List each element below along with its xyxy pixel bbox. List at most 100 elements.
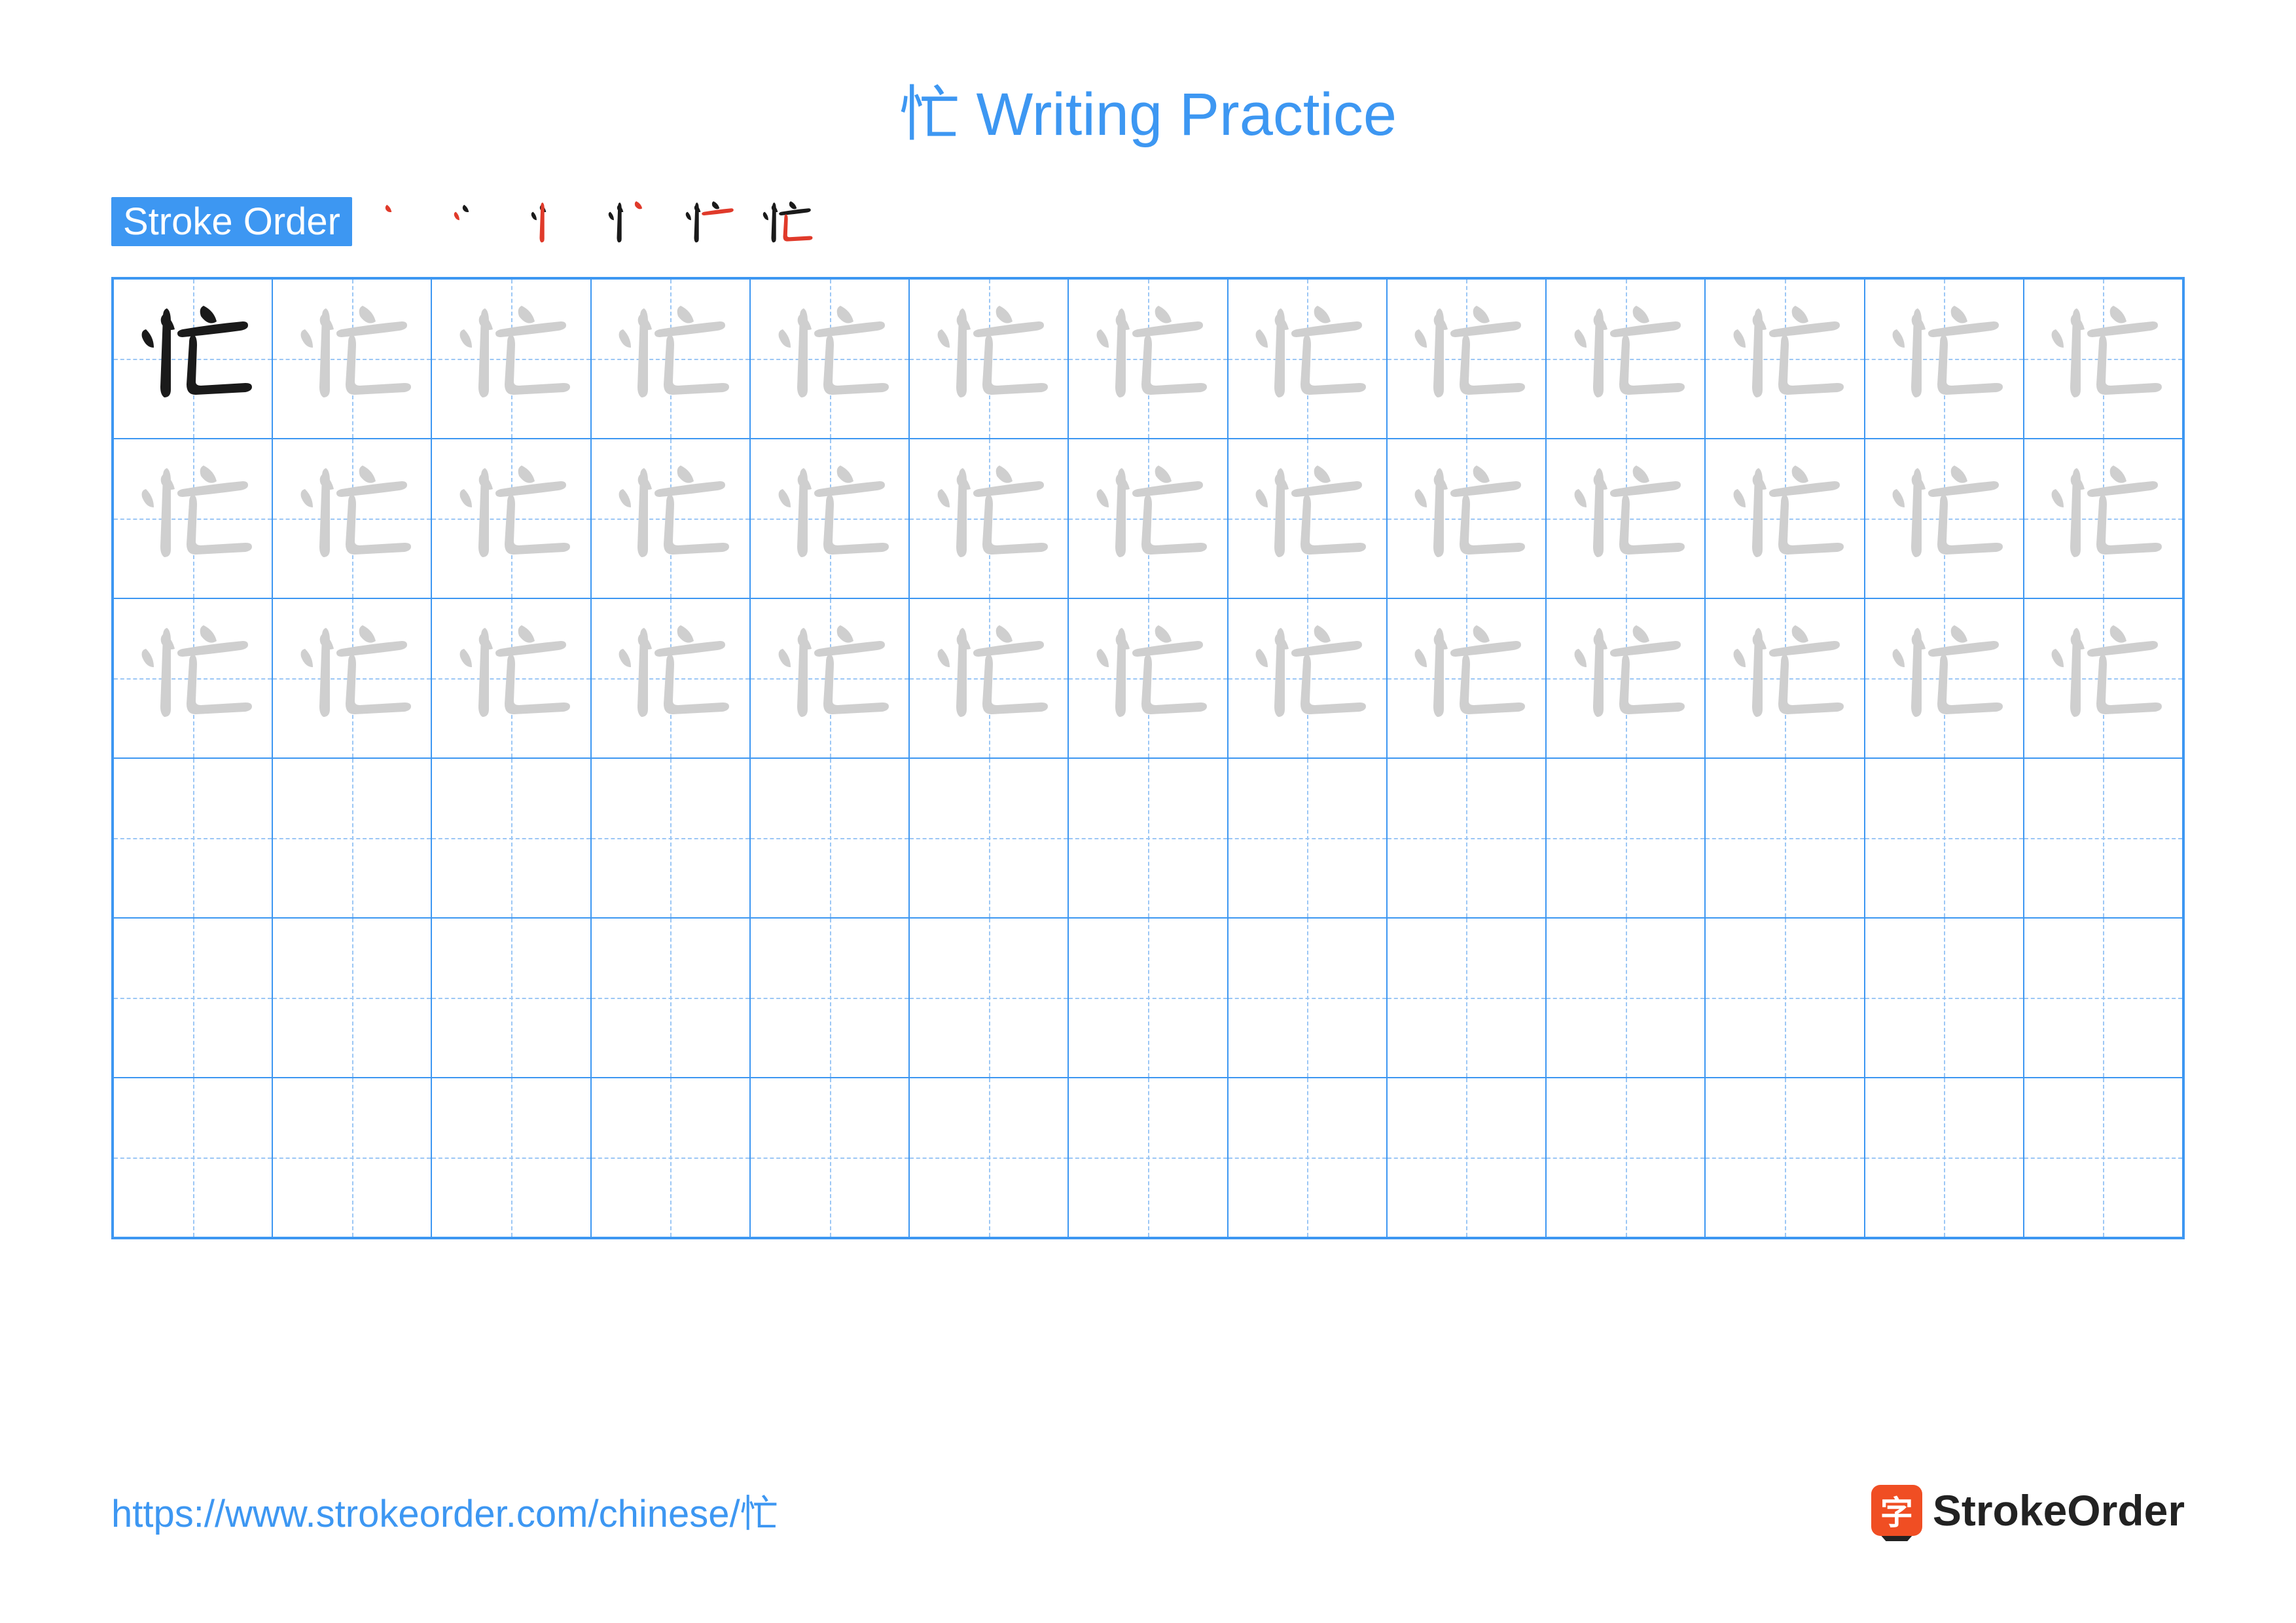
grid-cell <box>591 1078 750 1237</box>
char-ghost <box>2037 604 2168 753</box>
char-ghost <box>128 604 259 753</box>
grid-cell <box>750 598 909 758</box>
grid-cell <box>1865 918 2024 1078</box>
grid-cell <box>909 439 1068 598</box>
grid-cell <box>272 439 431 598</box>
char-ghost <box>446 285 577 433</box>
char-ghost <box>1083 604 1213 753</box>
grid-cell <box>1546 439 1705 598</box>
grid-cell <box>909 598 1068 758</box>
grid-cell <box>113 279 272 439</box>
char-ghost <box>605 445 736 593</box>
grid-cell <box>2024 598 2183 758</box>
grid-cell <box>1705 918 1864 1078</box>
grid-cell <box>272 758 431 918</box>
grid-cell <box>1228 918 1387 1078</box>
char-ghost <box>1083 445 1213 593</box>
footer: https://www.strokeorder.com/chinese/忙 字 … <box>111 1483 2185 1538</box>
grid-cell <box>1705 279 1864 439</box>
stroke-step <box>757 192 816 251</box>
grid-cell <box>431 918 590 1078</box>
grid-cell <box>750 918 909 1078</box>
char-ghost <box>1878 604 2009 753</box>
char-ghost <box>1560 285 1691 433</box>
grid-cell <box>2024 279 2183 439</box>
char-ghost <box>605 285 736 433</box>
grid-cell <box>1865 598 2024 758</box>
grid-cell <box>909 758 1068 918</box>
logo: 字 StrokeOrder <box>1871 1485 2185 1536</box>
grid-cell <box>1228 598 1387 758</box>
char-ghost <box>1401 285 1532 433</box>
grid-cell <box>2024 758 2183 918</box>
char-ghost <box>1083 285 1213 433</box>
grid-cell <box>1865 279 2024 439</box>
char-ghost <box>1719 285 1850 433</box>
char-ghost <box>1719 445 1850 593</box>
grid-cell <box>1865 439 2024 598</box>
char-ghost <box>287 604 418 753</box>
grid-cell <box>1068 598 1227 758</box>
grid-cell <box>909 279 1068 439</box>
grid-cell <box>1228 1078 1387 1237</box>
grid-cell <box>1705 598 1864 758</box>
grid-cell <box>113 758 272 918</box>
grid-cell <box>750 279 909 439</box>
grid-cell <box>1546 758 1705 918</box>
grid-cell <box>1705 1078 1864 1237</box>
stroke-step <box>370 192 429 251</box>
grid-cell <box>1387 439 1546 598</box>
char-ghost <box>764 604 895 753</box>
grid-cell <box>1705 439 1864 598</box>
grid-cell <box>1387 279 1546 439</box>
char-ghost <box>128 445 259 593</box>
grid-cell <box>750 439 909 598</box>
title-text: Writing Practice <box>977 81 1397 148</box>
grid-cell <box>1865 758 2024 918</box>
grid-cell <box>1705 758 1864 918</box>
char-ghost <box>605 604 736 753</box>
char-ghost <box>1242 285 1372 433</box>
char-ghost <box>287 285 418 433</box>
char-ghost <box>764 285 895 433</box>
grid-cell <box>591 439 750 598</box>
char-ghost <box>924 604 1054 753</box>
grid-cell <box>1387 1078 1546 1237</box>
title-char: 忙 <box>899 81 960 148</box>
grid-cell <box>591 918 750 1078</box>
grid-cell <box>431 279 590 439</box>
grid-cell <box>272 1078 431 1237</box>
stroke-steps-container <box>370 192 816 251</box>
grid-cell <box>2024 439 2183 598</box>
footer-url: https://www.strokeorder.com/chinese/忙 <box>111 1483 778 1538</box>
grid-cell <box>750 758 909 918</box>
logo-text: StrokeOrder <box>1933 1486 2185 1535</box>
char-ghost <box>446 604 577 753</box>
grid-cell <box>1546 279 1705 439</box>
stroke-step <box>679 192 738 251</box>
char-ghost <box>1401 604 1532 753</box>
char-ghost <box>1560 445 1691 593</box>
char-ghost <box>924 285 1054 433</box>
grid-cell <box>1228 758 1387 918</box>
grid-cell <box>272 918 431 1078</box>
grid-cell <box>1546 918 1705 1078</box>
grid-cell <box>272 598 431 758</box>
grid-cell <box>1068 1078 1227 1237</box>
grid-cell <box>272 279 431 439</box>
char-ghost <box>1401 445 1532 593</box>
grid-cell <box>431 758 590 918</box>
grid-cell <box>431 1078 590 1237</box>
grid-cell <box>1387 918 1546 1078</box>
char-ghost <box>1560 604 1691 753</box>
grid-cell <box>1387 758 1546 918</box>
grid-cell <box>1068 439 1227 598</box>
stroke-order-label: Stroke Order <box>111 197 352 246</box>
grid-cell <box>1387 598 1546 758</box>
char-ghost <box>764 445 895 593</box>
grid-cell <box>1068 279 1227 439</box>
char-ghost <box>2037 285 2168 433</box>
stroke-step <box>525 192 584 251</box>
char-ghost <box>1878 445 2009 593</box>
stroke-step <box>602 192 661 251</box>
